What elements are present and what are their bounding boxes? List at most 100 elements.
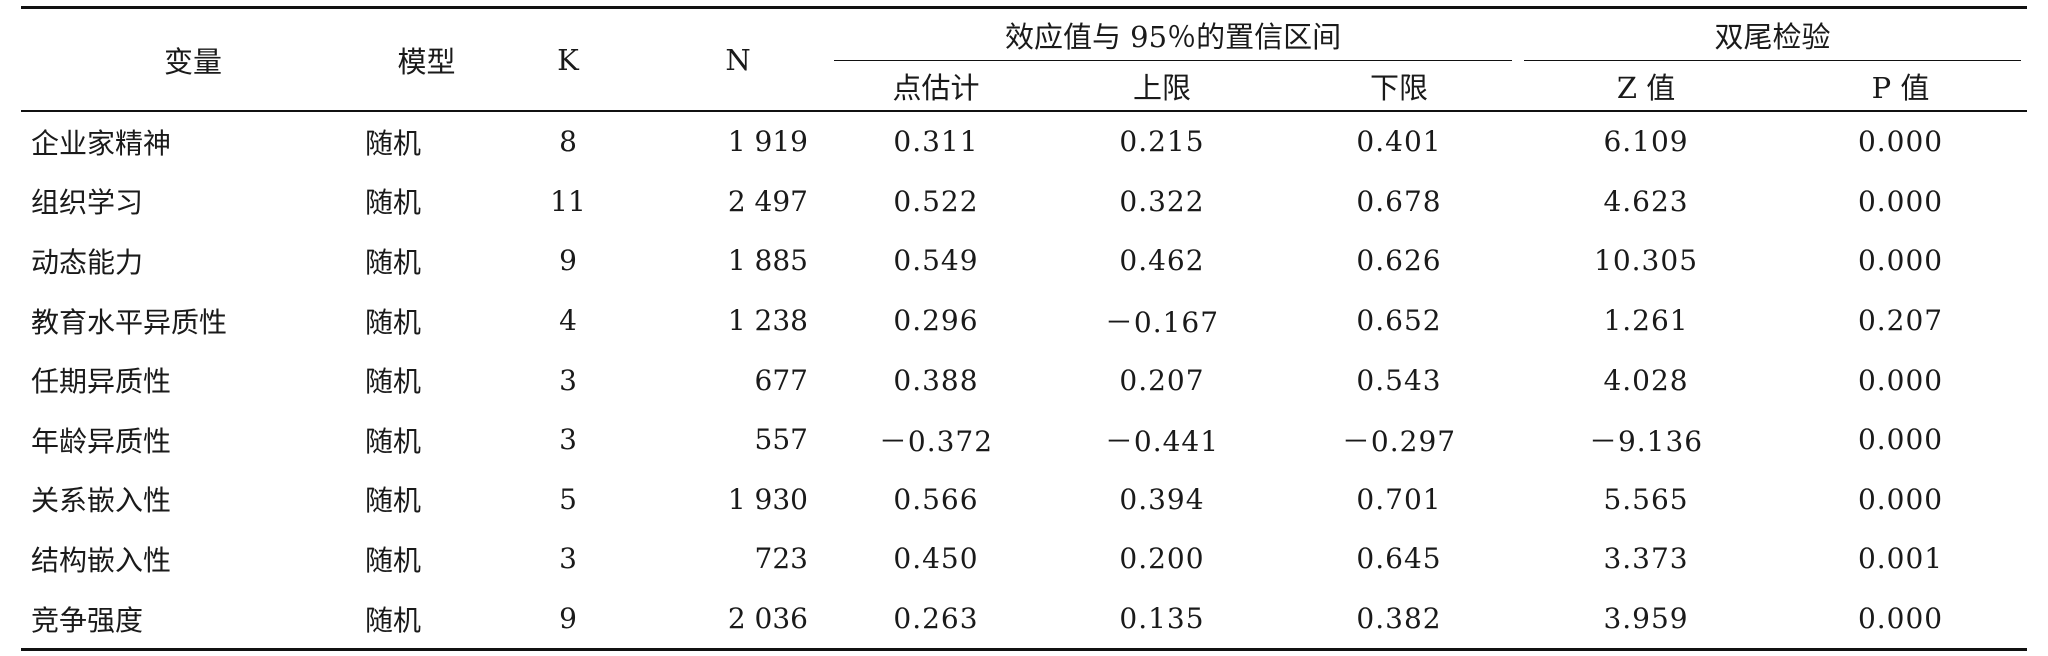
cell-variable: 任期异质性 — [31, 365, 172, 399]
cell-k: 3 — [559, 363, 577, 397]
header-n: N — [648, 6, 828, 112]
cell-upper: 0.135 — [1044, 588, 1280, 652]
header-p: P 值 — [1774, 61, 2028, 112]
cell-point-estimate: 0.450 — [893, 542, 979, 576]
cell-point-estimate: 0.522 — [893, 184, 979, 218]
cell-z: 1.261 — [1603, 304, 1689, 338]
cell-upper: 0.322 — [1119, 184, 1205, 218]
cell-lower: 0.701 — [1356, 482, 1442, 516]
header-effect-group: 效应值与 95％的置信区间 — [828, 6, 1519, 61]
cell-upper: 0.394 — [1119, 482, 1205, 516]
cell-z: 3.373 — [1603, 542, 1689, 576]
cell-n: 1 930 — [727, 482, 808, 516]
header-effect-group-rule — [834, 60, 1513, 61]
table-row: 任期异质性 随机 3 677 0.388 0.207 0.543 4.028 0… — [21, 350, 2027, 410]
cell-variable: 年龄异质性 — [31, 424, 172, 458]
cell-p: 0.000 — [1857, 482, 1944, 516]
cell-p: 0.000 — [1857, 244, 1944, 278]
header-z: Z 值 — [1518, 61, 1775, 112]
cell-point-estimate: 0.388 — [893, 363, 979, 397]
table-row: 年龄异质性 随机 3 557 －0.372 －0.441 －0.297 －9.1… — [21, 410, 2027, 470]
cell-z: 10.305 — [1594, 244, 1699, 278]
cell-point-estimate: 0.263 — [828, 588, 1044, 652]
cell-p: 0.000 — [1857, 363, 1944, 397]
cell-k: 3 — [559, 423, 577, 457]
cell-k: 8 — [559, 125, 577, 159]
cell-model: 随机 — [365, 245, 422, 279]
cell-z: 6.109 — [1603, 125, 1689, 159]
cell-upper: 0.207 — [1119, 363, 1205, 397]
header-variable: 变量 — [21, 6, 365, 112]
table-row: 结构嵌入性 随机 3 723 0.450 0.200 0.645 3.373 0… — [21, 529, 2027, 589]
meta-analysis-table-container: 变量 模型 K N 效应值与 95％的置信区间 双尾检验 点估计 上限 下限 Z… — [21, 6, 2028, 652]
header-test-group-rule — [1524, 60, 2022, 61]
cell-lower: 0.678 — [1356, 184, 1442, 218]
header-upper: 上限 — [1044, 61, 1280, 112]
cell-n: 677 — [754, 363, 808, 397]
cell-n: 1 238 — [727, 304, 808, 338]
header-lower: 下限 — [1280, 61, 1519, 112]
cell-lower: 0.645 — [1356, 542, 1442, 576]
cell-k: 3 — [559, 542, 577, 576]
cell-model: 随机 — [365, 305, 422, 339]
cell-n: 1 885 — [727, 244, 808, 278]
cell-variable: 企业家精神 — [31, 126, 172, 160]
cell-upper: 0.462 — [1119, 244, 1205, 278]
cell-n: 2 036 — [648, 588, 828, 652]
table-row: 教育水平异质性 随机 4 1 238 0.296 －0.167 0.652 1.… — [21, 291, 2027, 351]
table-row: 动态能力 随机 9 1 885 0.549 0.462 0.626 10.305… — [21, 231, 2027, 291]
cell-p: 0.001 — [1857, 542, 1944, 576]
cell-n: 2 497 — [727, 184, 808, 218]
cell-z: 5.565 — [1603, 482, 1689, 516]
cell-point-estimate: －0.372 — [878, 424, 994, 458]
cell-model: 随机 — [365, 424, 422, 458]
cell-model: 随机 — [365, 126, 422, 160]
cell-k: 11 — [550, 184, 586, 218]
cell-lower: 0.382 — [1280, 588, 1519, 652]
cell-variable: 结构嵌入性 — [31, 543, 172, 577]
table-row: 竞争强度 随机 9 2 036 0.263 0.135 0.382 3.959 … — [21, 588, 2028, 652]
cell-z: 4.623 — [1603, 184, 1689, 218]
cell-z: －9.136 — [1588, 424, 1704, 458]
cell-variable: 动态能力 — [31, 245, 144, 279]
header-test-group: 双尾检验 — [1518, 6, 2028, 61]
table-row: 组织学习 随机 11 2 497 0.522 0.322 0.678 4.623… — [21, 172, 2027, 232]
cell-k: 9 — [559, 244, 577, 278]
cell-p: 0.000 — [1774, 588, 2028, 652]
cell-variable: 竞争强度 — [21, 588, 365, 652]
cell-model: 随机 — [365, 186, 422, 220]
cell-variable: 关系嵌入性 — [31, 484, 172, 518]
cell-lower: 0.543 — [1356, 363, 1442, 397]
cell-lower: 0.401 — [1356, 125, 1442, 159]
cell-n: 1 919 — [727, 125, 808, 159]
cell-upper: －0.167 — [1104, 305, 1220, 339]
cell-lower: 0.626 — [1356, 244, 1442, 278]
cell-n: 723 — [754, 542, 808, 576]
cell-p: 0.000 — [1857, 125, 1944, 159]
cell-model: 随机 — [365, 543, 422, 577]
cell-point-estimate: 0.566 — [893, 482, 979, 516]
header-row-2: 点估计 上限 下限 Z 值 P 值 — [21, 61, 2028, 112]
cell-point-estimate: 0.311 — [893, 125, 979, 159]
header-point-estimate: 点估计 — [828, 61, 1044, 112]
table-body: 企业家精神 随机 8 1 919 0.311 0.215 0.401 6.109… — [21, 111, 2028, 652]
cell-k: 9 — [488, 588, 648, 652]
cell-model: 随机 — [365, 588, 488, 652]
cell-p: 0.000 — [1857, 423, 1944, 457]
header-row-1: 变量 模型 K N 效应值与 95％的置信区间 双尾检验 — [21, 6, 2028, 112]
cell-variable: 教育水平异质性 — [31, 305, 228, 339]
cell-p: 0.000 — [1857, 184, 1944, 218]
cell-variable: 组织学习 — [31, 186, 144, 220]
cell-k: 4 — [559, 304, 577, 338]
header-k: K — [488, 6, 648, 112]
header-test-group-label: 双尾检验 — [1714, 20, 1831, 54]
cell-k: 5 — [559, 482, 577, 516]
cell-upper: －0.441 — [1104, 424, 1220, 458]
cell-z: 4.028 — [1603, 363, 1689, 397]
meta-analysis-table: 变量 模型 K N 效应值与 95％的置信区间 双尾检验 点估计 上限 下限 Z… — [21, 6, 2028, 652]
cell-upper: 0.200 — [1119, 542, 1205, 576]
cell-model: 随机 — [365, 365, 422, 399]
table-header: 变量 模型 K N 效应值与 95％的置信区间 双尾检验 点估计 上限 下限 Z… — [21, 6, 2028, 112]
cell-point-estimate: 0.549 — [893, 244, 979, 278]
cell-p: 0.207 — [1857, 304, 1944, 338]
